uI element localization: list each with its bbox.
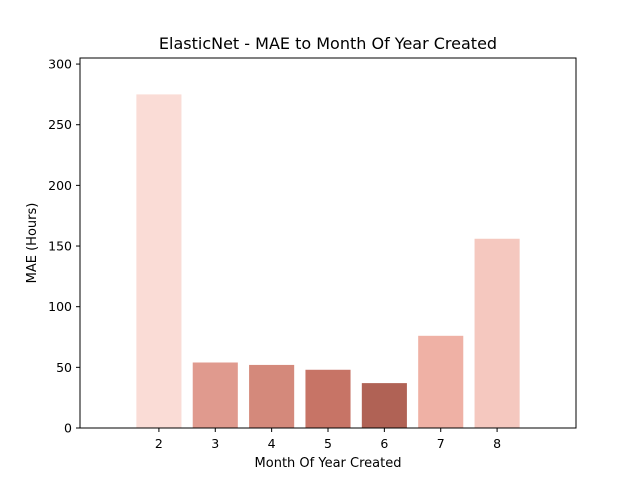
- y-tick-label: 300: [48, 57, 72, 72]
- y-tick-label: 0: [64, 421, 72, 436]
- y-tick-label: 250: [48, 117, 72, 132]
- x-tick-label: 2: [155, 436, 163, 451]
- y-tick-label: 150: [48, 239, 72, 254]
- x-tick-label: 5: [324, 436, 332, 451]
- bar-month-5: [305, 369, 351, 428]
- y-axis-label: MAE (Hours): [25, 203, 40, 284]
- bar-month-8: [474, 238, 520, 428]
- bar-month-7: [418, 335, 464, 428]
- y-axis: 0 50 100 150 200 250 300: [48, 57, 80, 436]
- x-axis-label: Month Of Year Created: [255, 456, 402, 471]
- y-tick-label: 100: [48, 299, 72, 314]
- y-tick-label: 200: [48, 178, 72, 193]
- x-tick-label: 8: [493, 436, 501, 451]
- x-tick-label: 6: [380, 436, 388, 451]
- bar-month-6: [361, 383, 407, 428]
- y-tick-label: 50: [56, 360, 72, 375]
- bars-group: [136, 94, 520, 429]
- x-axis: 2 3 4 5 6 7 8: [155, 428, 501, 451]
- x-tick-label: 7: [437, 436, 445, 451]
- bar-month-4: [249, 364, 295, 428]
- x-tick-label: 4: [268, 436, 276, 451]
- x-tick-label: 3: [211, 436, 219, 451]
- chart-title: ElasticNet - MAE to Month Of Year Create…: [159, 34, 497, 53]
- bar-month-2: [136, 94, 182, 429]
- bar-month-3: [192, 362, 238, 428]
